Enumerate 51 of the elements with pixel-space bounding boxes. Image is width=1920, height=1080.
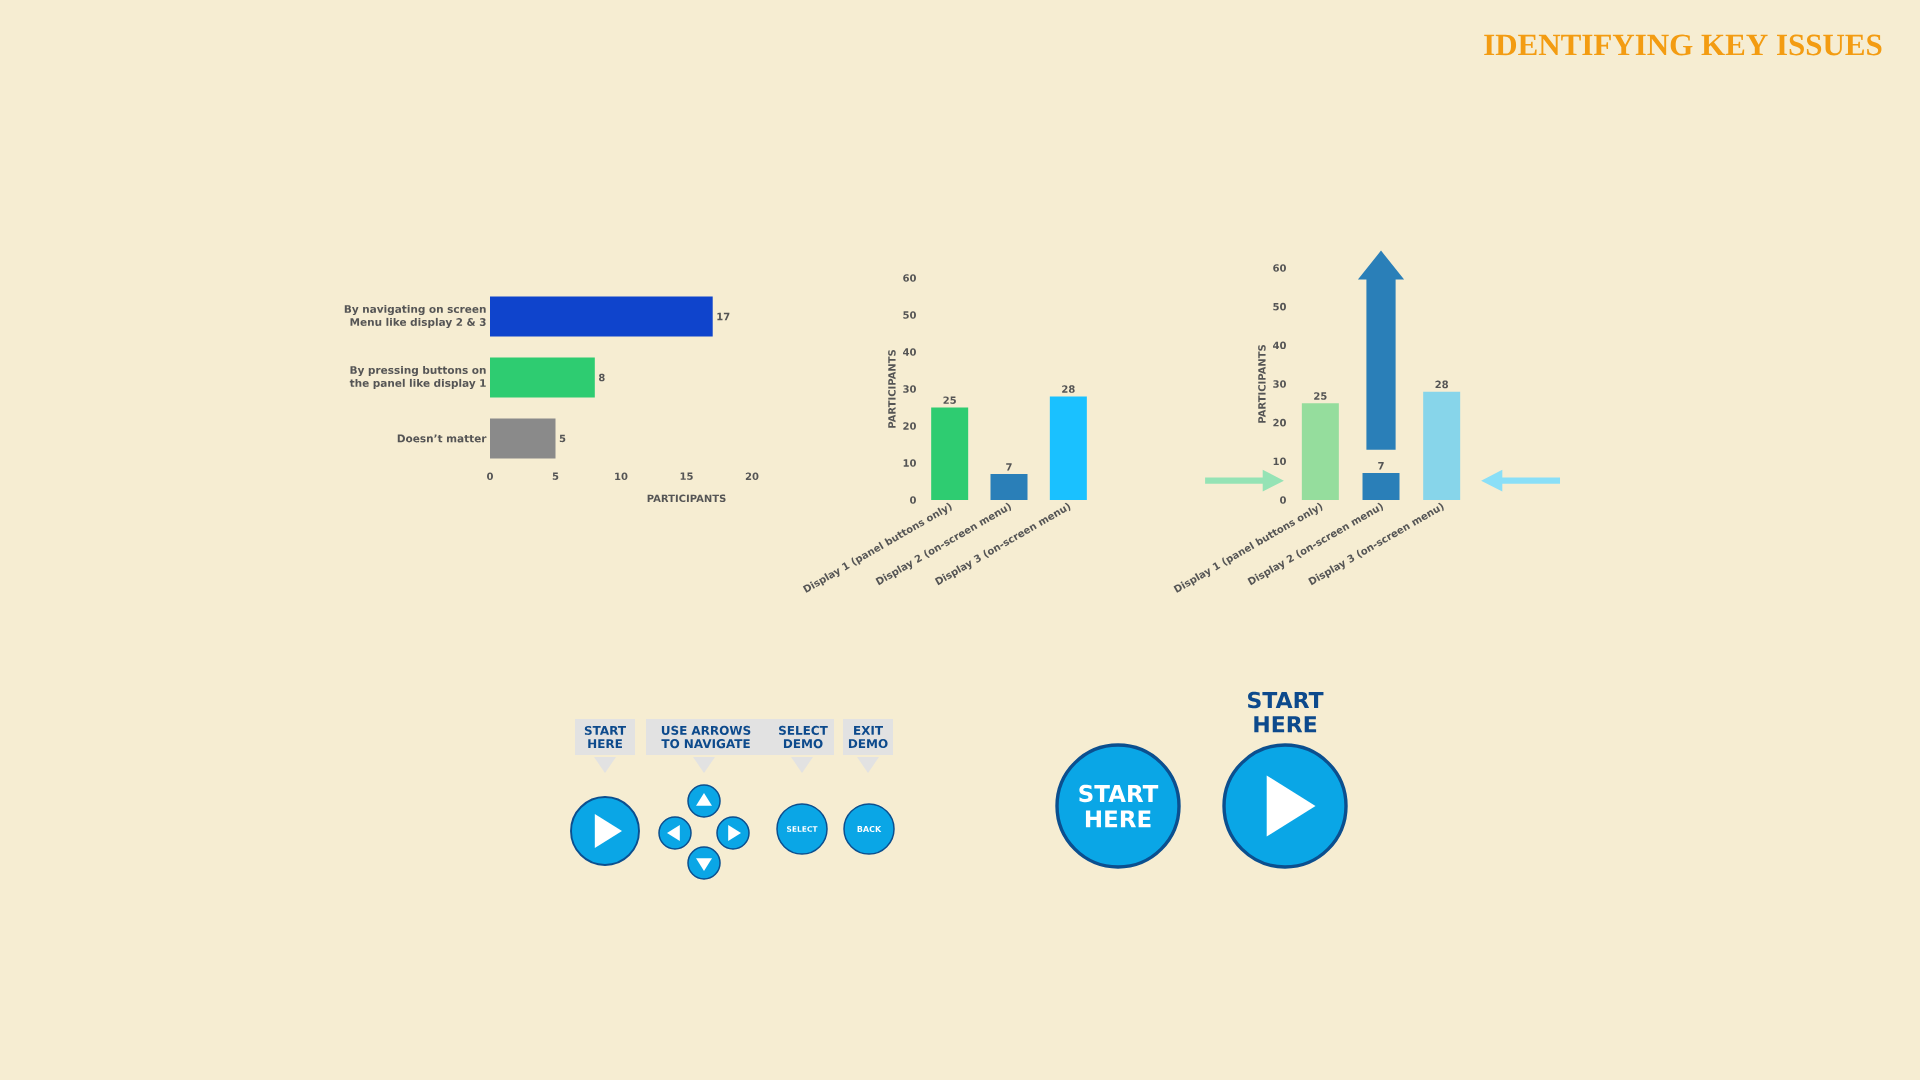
y-tick-label: 10 — [1273, 457, 1286, 466]
bar — [490, 357, 595, 398]
text: BACK — [857, 825, 882, 833]
data-label: 5 — [559, 434, 566, 443]
y-tick-label: 60 — [903, 274, 916, 282]
bar — [931, 407, 969, 500]
x-axis-title: PARTICIPANTS — [647, 494, 726, 503]
data-label: 7 — [1378, 462, 1384, 470]
y-tick-label: 40 — [1273, 341, 1286, 350]
x-tick-label: 15 — [680, 472, 693, 480]
y-tick-label: 30 — [1273, 380, 1286, 388]
text: START HERE — [1079, 784, 1159, 828]
text: SELECT DEMO — [779, 725, 828, 749]
data-label: 8 — [598, 373, 605, 382]
y-tick-label: 20 — [903, 422, 916, 430]
data-label: 25 — [1314, 392, 1327, 400]
data-label: 28 — [1435, 380, 1449, 389]
y-tick-label: Doesn’t matter — [397, 434, 487, 443]
data-label: 28 — [1062, 385, 1075, 393]
y-axis-title: PARTICIPANTS — [888, 349, 896, 428]
y-tick-label: 60 — [1273, 264, 1286, 272]
x-tick-label: 20 — [745, 472, 759, 481]
data-label: 17 — [717, 312, 730, 321]
x-tick-label: 5 — [552, 472, 559, 480]
bar — [990, 474, 1028, 500]
text: EXIT DEMO — [848, 725, 888, 749]
bar — [1362, 472, 1400, 500]
bar — [490, 296, 713, 337]
y-tick-label: 20 — [1273, 418, 1286, 427]
bar — [1423, 391, 1461, 500]
x-tick-label: 10 — [615, 472, 628, 481]
text: IDENTIFYING KEY ISSUES — [1484, 34, 1882, 56]
text: START HERE — [584, 725, 626, 749]
text: USE ARROWS TO NAVIGATE — [661, 725, 751, 749]
y-tick-label: 50 — [903, 311, 916, 319]
y-tick-label: 0 — [910, 496, 916, 504]
bar — [1301, 403, 1339, 500]
y-tick-label: 30 — [903, 385, 916, 393]
y-axis-title: PARTICIPANTS — [1258, 344, 1266, 423]
data-label: 25 — [943, 396, 956, 404]
text: START HERE — [1248, 691, 1324, 733]
y-tick-label: 10 — [903, 459, 916, 467]
bar — [1049, 396, 1087, 500]
y-tick-label: 50 — [1273, 302, 1286, 311]
bar — [490, 418, 556, 459]
y-tick-label: 40 — [903, 348, 916, 356]
y-tick-label: By pressing buttons on the panel like display 1 — [349, 365, 486, 390]
x-tick-label: 0 — [487, 472, 493, 481]
data-label: 7 — [1006, 463, 1012, 471]
y-tick-label: By navigating on screen Menu like display 2 & 3 — [344, 304, 486, 329]
y-tick-label: 0 — [1280, 496, 1286, 504]
